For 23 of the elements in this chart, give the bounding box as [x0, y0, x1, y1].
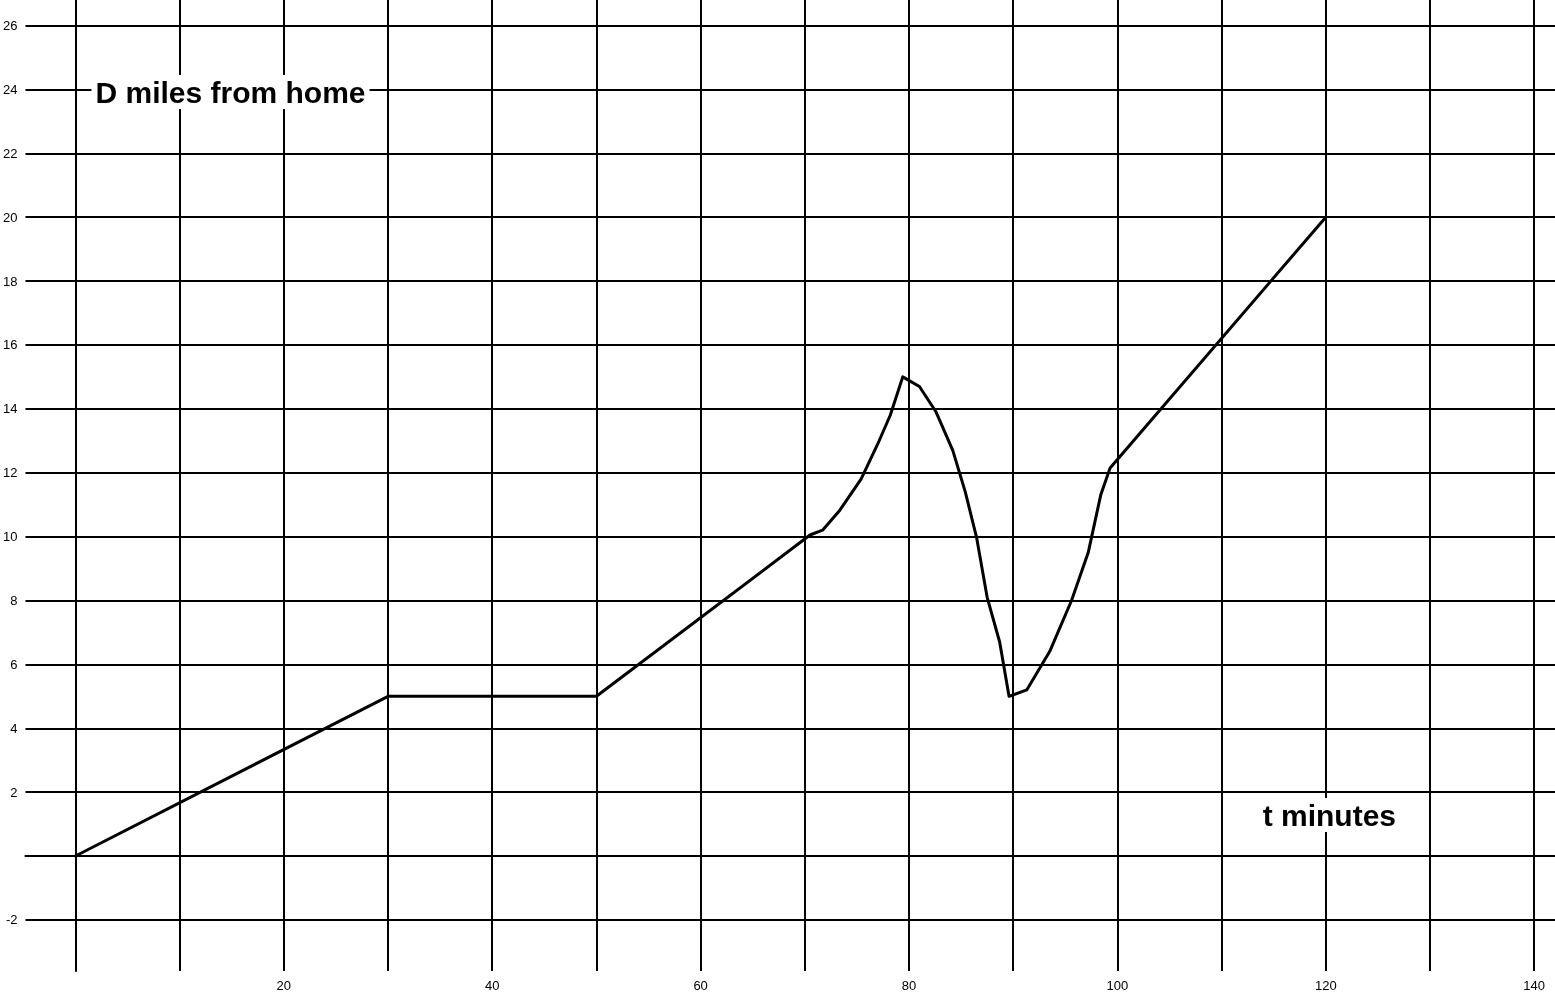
y-tick-label: 4	[10, 720, 18, 736]
y-tick-label: 6	[10, 656, 18, 672]
x-tick-label: 140	[1523, 978, 1546, 992]
y-tick-label: -2	[5, 912, 18, 928]
y-axis-title: D miles from home	[95, 75, 366, 109]
x-tick-label: 60	[693, 978, 708, 992]
y-tick-label: 12	[2, 465, 18, 481]
y-tick-label: 22	[2, 145, 18, 161]
x-tick-label: 100	[1106, 978, 1129, 992]
x-tick-label: 20	[276, 978, 292, 992]
y-tick-label: 2	[10, 784, 18, 800]
x-tick-label: 40	[485, 978, 500, 992]
y-tick-label: 8	[10, 592, 18, 608]
y-tick-label: 10	[2, 529, 18, 545]
y-tick-label: 24	[2, 81, 18, 97]
y-tick-label: 16	[2, 337, 18, 353]
y-tick-label: 18	[2, 273, 18, 289]
x-axis-title: t minutes	[1262, 798, 1397, 832]
x-tick-label: 120	[1314, 978, 1337, 992]
y-tick-label: 20	[2, 209, 18, 225]
y-tick-label: 26	[2, 18, 18, 34]
x-tick-label: 80	[901, 978, 917, 992]
y-tick-label: 14	[2, 401, 18, 417]
